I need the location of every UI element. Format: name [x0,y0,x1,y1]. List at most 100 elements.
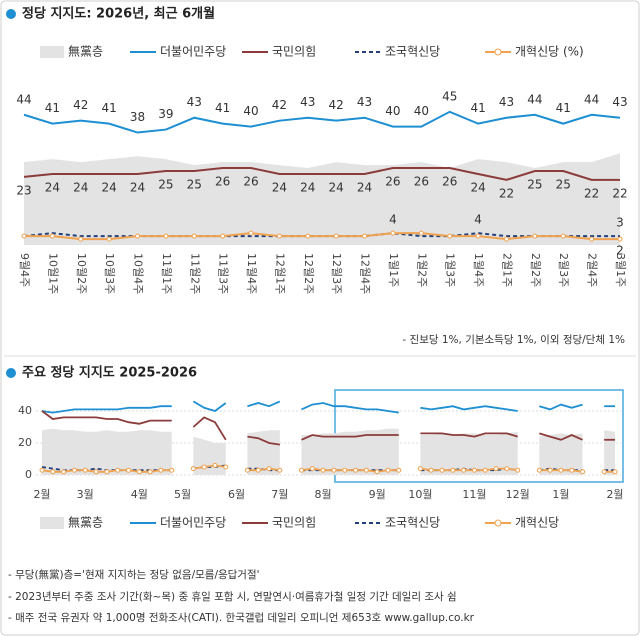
series-line [301,402,399,414]
data-label: 24 [45,180,60,194]
data-label: 43 [357,95,372,109]
marker [106,236,112,242]
marker [169,467,175,473]
data-label: 25 [527,178,542,192]
marker [147,469,153,475]
marker [223,464,229,470]
marker [309,466,315,472]
marker [82,467,88,473]
chart-title: 정당 지지도: 2026년, 최근 6개월 [22,6,215,22]
data-label: 41 [556,101,571,115]
x-tick-label: 2월2주 [529,253,542,287]
marker [569,467,575,473]
data-label: 26 [442,175,457,189]
marker [580,469,586,475]
data-label: 41 [215,101,230,115]
series-line [247,435,280,446]
legend-label: 조국혁신당 [385,516,440,530]
marker [158,467,164,473]
data-label: 44 [527,92,542,106]
marker [201,464,207,470]
series-line [192,400,227,412]
series-line [301,467,399,473]
legend-swatch [494,519,502,527]
chart-title: 주요 정당 지지도 2025-2026 [22,365,197,381]
data-label: 3 [616,216,624,230]
data-label: 2 [616,244,624,258]
x-tick-label: 10월3주 [103,253,116,294]
x-tick-label: 1월4주 [472,253,485,287]
x-tick-label: 12월3주 [330,253,343,294]
marker [78,236,84,242]
chart-note: - 진보당 1%, 기본소득당 1%, 이외 정당/단체 1% [402,334,625,346]
marker [125,467,131,473]
data-label: 22 [499,186,514,200]
marker [482,467,488,473]
x-tick-label: 3월 [77,488,94,501]
marker [536,467,542,473]
marker [190,466,196,472]
marker [471,467,477,473]
data-label: 40 [414,104,429,118]
series-line [539,403,583,411]
marker [255,467,261,473]
marker [93,469,99,475]
legend-swatch [494,48,502,56]
marker [115,467,121,473]
x-tick-label: 2월3주 [557,253,570,287]
marker [428,467,434,473]
legend-label: 조국혁신당 [385,45,440,59]
series-line [192,416,227,441]
x-tick-label: 6월 [228,488,245,501]
x-tick-label: 11월2주 [188,253,201,294]
data-label: 26 [243,175,258,189]
marker [135,233,141,239]
x-tick-label: 11월3주 [217,253,230,294]
x-tick-label: 12월 [506,488,530,501]
area [539,433,583,475]
data-label: 41 [102,101,117,115]
marker [504,466,510,472]
marker [601,469,607,475]
marker [220,233,226,239]
marker [163,233,169,239]
y-tick-label: 20 [18,436,32,449]
x-tick-label: 1월3주 [444,253,457,287]
footnote: - 매주 전국 유권자 약 1,000명 전화조사(CATI). 한국갤럽 데일… [8,611,475,624]
series-line [539,432,583,441]
data-label: 4 [389,213,397,227]
marker [362,233,368,239]
title-dot [6,368,16,378]
marker [532,233,538,239]
data-label: 38 [130,110,145,124]
area [301,428,399,475]
x-tick-label: 3월1주 [614,253,627,287]
data-label: 39 [158,107,173,121]
x-tick-label: 11월1주 [160,253,173,294]
legend-label: 無黨층 [68,44,103,59]
area [420,431,518,475]
data-label: 42 [329,98,344,112]
area [42,428,172,475]
data-label: 44 [16,92,31,106]
footnote: - 무당(無黨)층='현재 지지하는 정당 없음/모름/응답거절' [8,568,260,581]
marker [333,233,339,239]
marker [342,467,348,473]
marker [447,233,453,239]
marker [50,469,56,475]
data-label: 43 [612,95,627,109]
marker [331,467,337,473]
marker [136,469,142,475]
series-line [24,232,620,241]
x-tick-label: 8월 [315,488,332,501]
marker [104,469,110,475]
legend-label: 더불어민주당 [160,45,226,59]
data-label: 22 [584,186,599,200]
series-line [420,405,518,412]
marker [475,233,481,239]
legend-label: 개혁신당 [515,516,559,530]
legend-label: 국민의힘 [272,45,316,59]
series-line [247,467,280,472]
marker [515,467,521,473]
marker [61,469,67,475]
